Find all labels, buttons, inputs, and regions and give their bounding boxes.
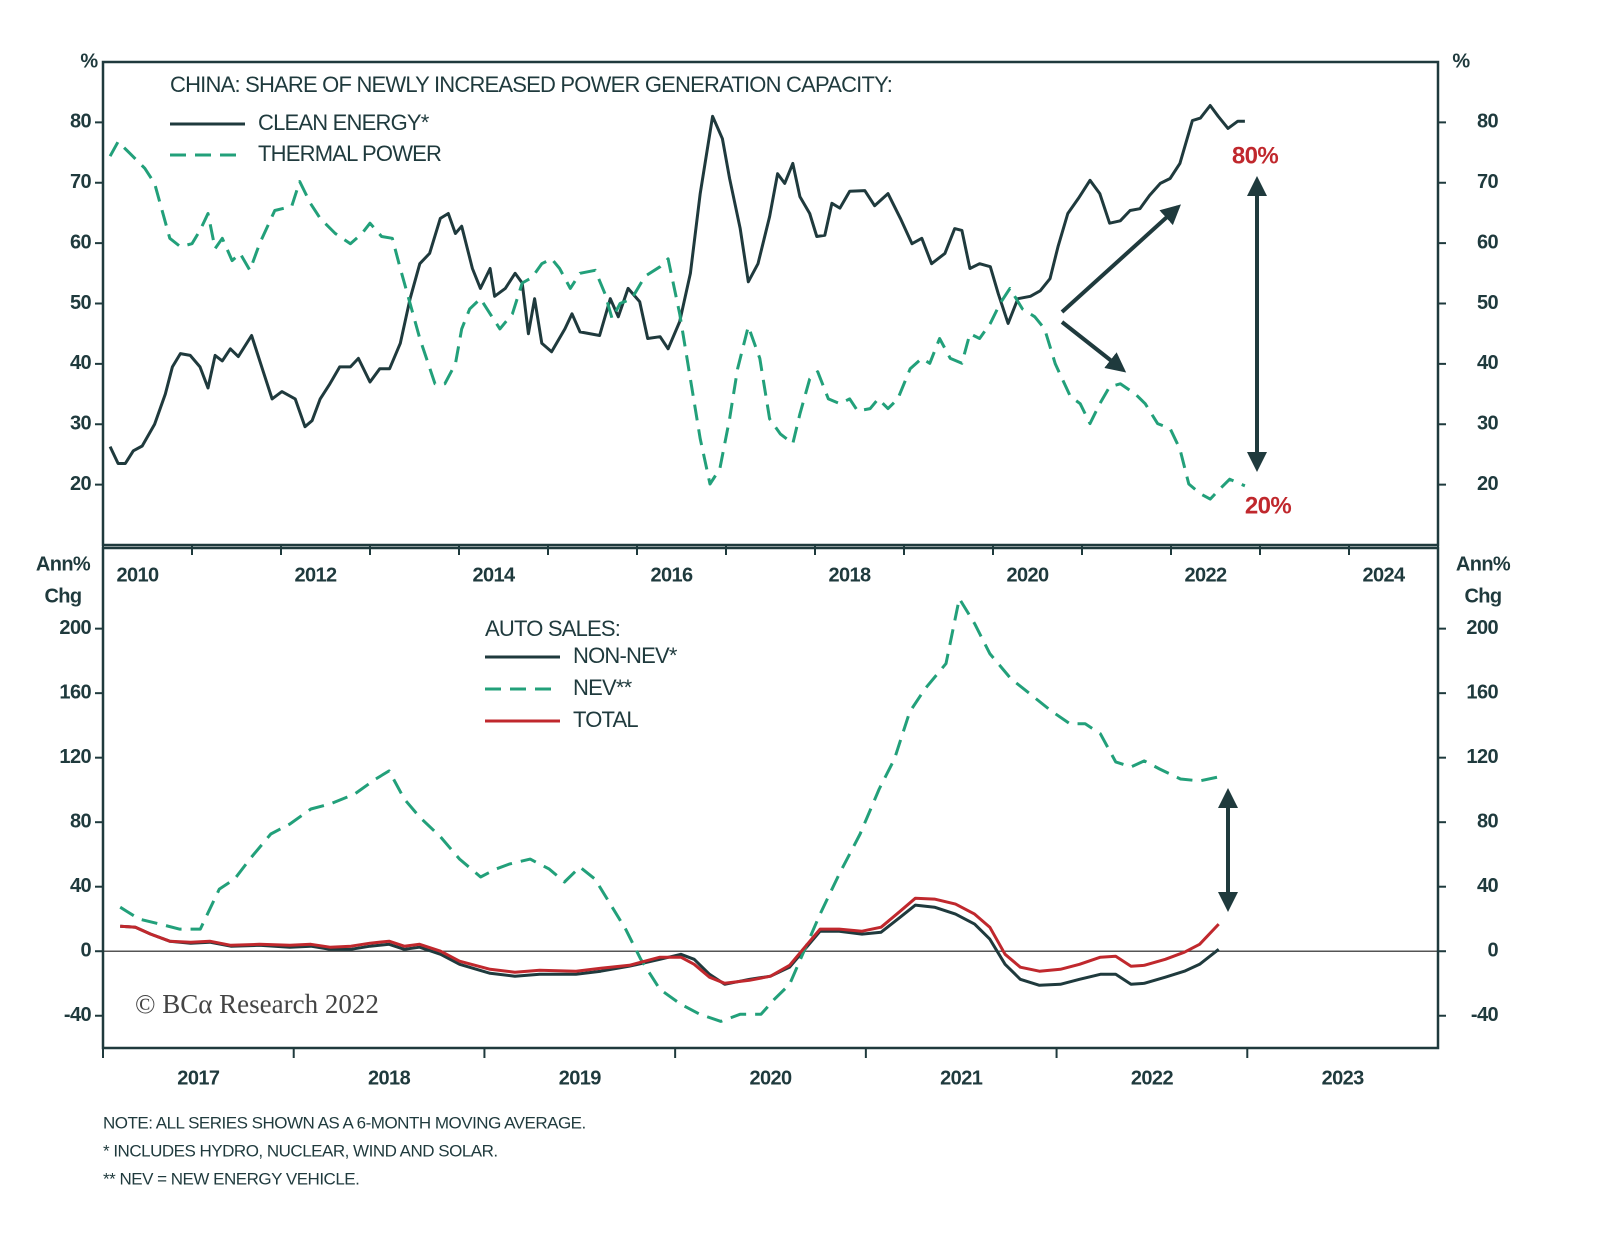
source: © BCα Research 2022 — [135, 989, 379, 1019]
legend-label: NEV** — [573, 675, 633, 700]
x-tick-label: 2023 — [1322, 1067, 1365, 1089]
legend-label: NON-NEV* — [573, 643, 678, 668]
x-tick-label: 2018 — [828, 564, 871, 586]
y-tick-label: 40 — [1477, 352, 1499, 374]
y-tick-label: 60 — [1477, 231, 1499, 253]
y-tick-label: 60 — [70, 231, 92, 253]
x-tick-label: 2024 — [1362, 564, 1406, 586]
y-axis-label: Ann% — [36, 553, 91, 575]
y-tick-label: 20 — [1477, 473, 1499, 495]
y-tick-label: 50 — [70, 292, 92, 314]
annotation: 80% — [1232, 142, 1278, 169]
y-tick-label: 160 — [59, 681, 91, 703]
note: * INCLUDES HYDRO, NUCLEAR, WIND AND SOLA… — [103, 1141, 498, 1160]
x-tick-label: 2022 — [1131, 1067, 1174, 1089]
y-tick-label: 20 — [70, 473, 92, 495]
x-tick-label: 2014 — [472, 564, 516, 586]
x-tick-label: 2022 — [1184, 564, 1227, 586]
y-tick-label: 40 — [70, 875, 92, 897]
legend-title: CHINA: SHARE OF NEWLY INCREASED POWER GE… — [170, 72, 892, 97]
y-tick-label: 0 — [80, 940, 91, 962]
legend-title: AUTO SALES: — [485, 616, 620, 641]
y-axis-label: % — [80, 50, 98, 72]
y-tick-label: 200 — [59, 617, 91, 639]
x-tick-label: 2020 — [749, 1067, 792, 1089]
y-tick-label: 200 — [1466, 617, 1498, 639]
series-line — [120, 896, 1220, 985]
y-tick-label: 70 — [70, 171, 92, 193]
y-tick-label: 160 — [1466, 681, 1498, 703]
series-line — [108, 140, 1246, 501]
y-tick-label: 120 — [59, 746, 91, 768]
y-tick-label: 80 — [70, 810, 92, 832]
x-tick-label: 2017 — [177, 1067, 220, 1089]
x-tick-label: 2020 — [1006, 564, 1049, 586]
y-tick-label: 80 — [1477, 111, 1499, 133]
y-tick-label: -40 — [64, 1004, 92, 1026]
series-line — [119, 597, 1220, 1023]
x-tick-label: 2019 — [559, 1067, 602, 1089]
legend-label: CLEAN ENERGY* — [258, 110, 430, 135]
y-tick-label: 40 — [1477, 875, 1499, 897]
plot-frame — [101, 546, 1440, 1050]
y-tick-label: 50 — [1477, 292, 1499, 314]
arrow — [1060, 320, 1127, 373]
y-tick-label: 30 — [1477, 413, 1499, 435]
y-tick-label: 40 — [70, 352, 92, 374]
legend-label: THERMAL POWER — [258, 141, 441, 166]
x-tick-label: 2021 — [940, 1067, 983, 1089]
y-tick-label: 80 — [1477, 810, 1499, 832]
arrows — [1060, 176, 1267, 912]
y-axis-label: Chg — [1464, 585, 1501, 607]
x-tick-label: 2016 — [650, 564, 693, 586]
y-tick-label: 70 — [1477, 171, 1499, 193]
x-tick-label: 2010 — [116, 564, 159, 586]
y-tick-label: 80 — [70, 111, 92, 133]
x-tick-label: 2018 — [368, 1067, 411, 1089]
y-tick-label: 30 — [70, 413, 92, 435]
y-axis-label: Chg — [44, 585, 81, 607]
y-tick-label: 120 — [1466, 746, 1498, 768]
plot-frame — [101, 60, 1440, 547]
series-line — [108, 104, 1245, 465]
y-tick-label: 0 — [1487, 940, 1498, 962]
note: ** NEV = NEW ENERGY VEHICLE. — [103, 1169, 359, 1188]
x-tick-label: 2012 — [294, 564, 337, 586]
note: NOTE: ALL SERIES SHOWN AS A 6-MONTH MOVI… — [103, 1113, 586, 1132]
annotation: 20% — [1245, 492, 1291, 519]
y-axis-label: % — [1452, 50, 1470, 72]
y-axis-label: Ann% — [1456, 553, 1511, 575]
legend-label: TOTAL — [573, 707, 638, 732]
panel: -40 -40 0 0 40 40 80 80 120 120 160 160 200 200 2017 20… — [36, 546, 1512, 1089]
arrow — [1060, 204, 1181, 314]
y-tick-label: -40 — [1471, 1004, 1499, 1026]
